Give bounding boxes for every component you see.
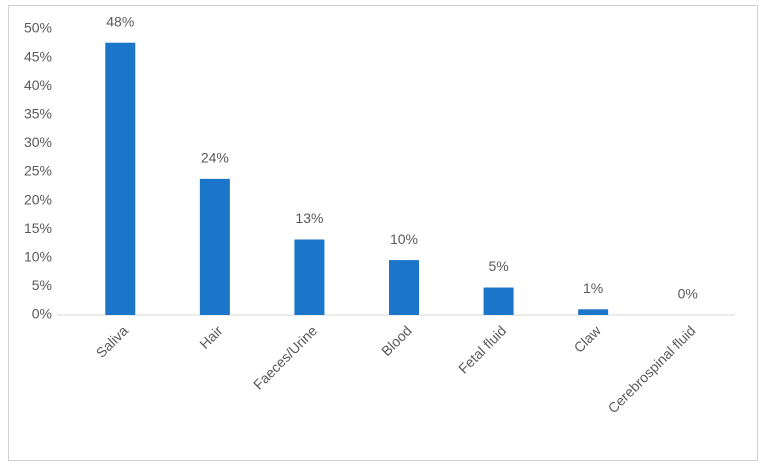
data-label: 48% xyxy=(106,13,134,29)
y-tick-label: 15% xyxy=(24,220,52,236)
y-tick-label: 5% xyxy=(32,277,52,293)
data-label: 13% xyxy=(295,210,323,226)
data-label: 5% xyxy=(488,258,508,274)
bar xyxy=(389,260,419,315)
data-label: 1% xyxy=(583,280,603,296)
bar xyxy=(199,178,230,315)
data-label: 0% xyxy=(678,286,698,302)
bar xyxy=(105,42,136,316)
y-tick-label: 0% xyxy=(32,306,52,322)
y-tick-label: 45% xyxy=(24,48,52,64)
y-tick-label: 40% xyxy=(24,77,52,93)
bar xyxy=(578,309,609,315)
y-tick-label: 30% xyxy=(24,134,52,150)
y-tick-label: 25% xyxy=(24,163,52,179)
bar xyxy=(483,287,514,315)
bar xyxy=(294,239,325,315)
y-tick-label: 50% xyxy=(24,20,52,36)
y-tick-label: 35% xyxy=(24,106,52,122)
data-label: 24% xyxy=(201,150,229,166)
data-label: 10% xyxy=(390,231,418,247)
y-tick-label: 20% xyxy=(24,191,52,207)
y-tick-label: 10% xyxy=(24,249,52,265)
